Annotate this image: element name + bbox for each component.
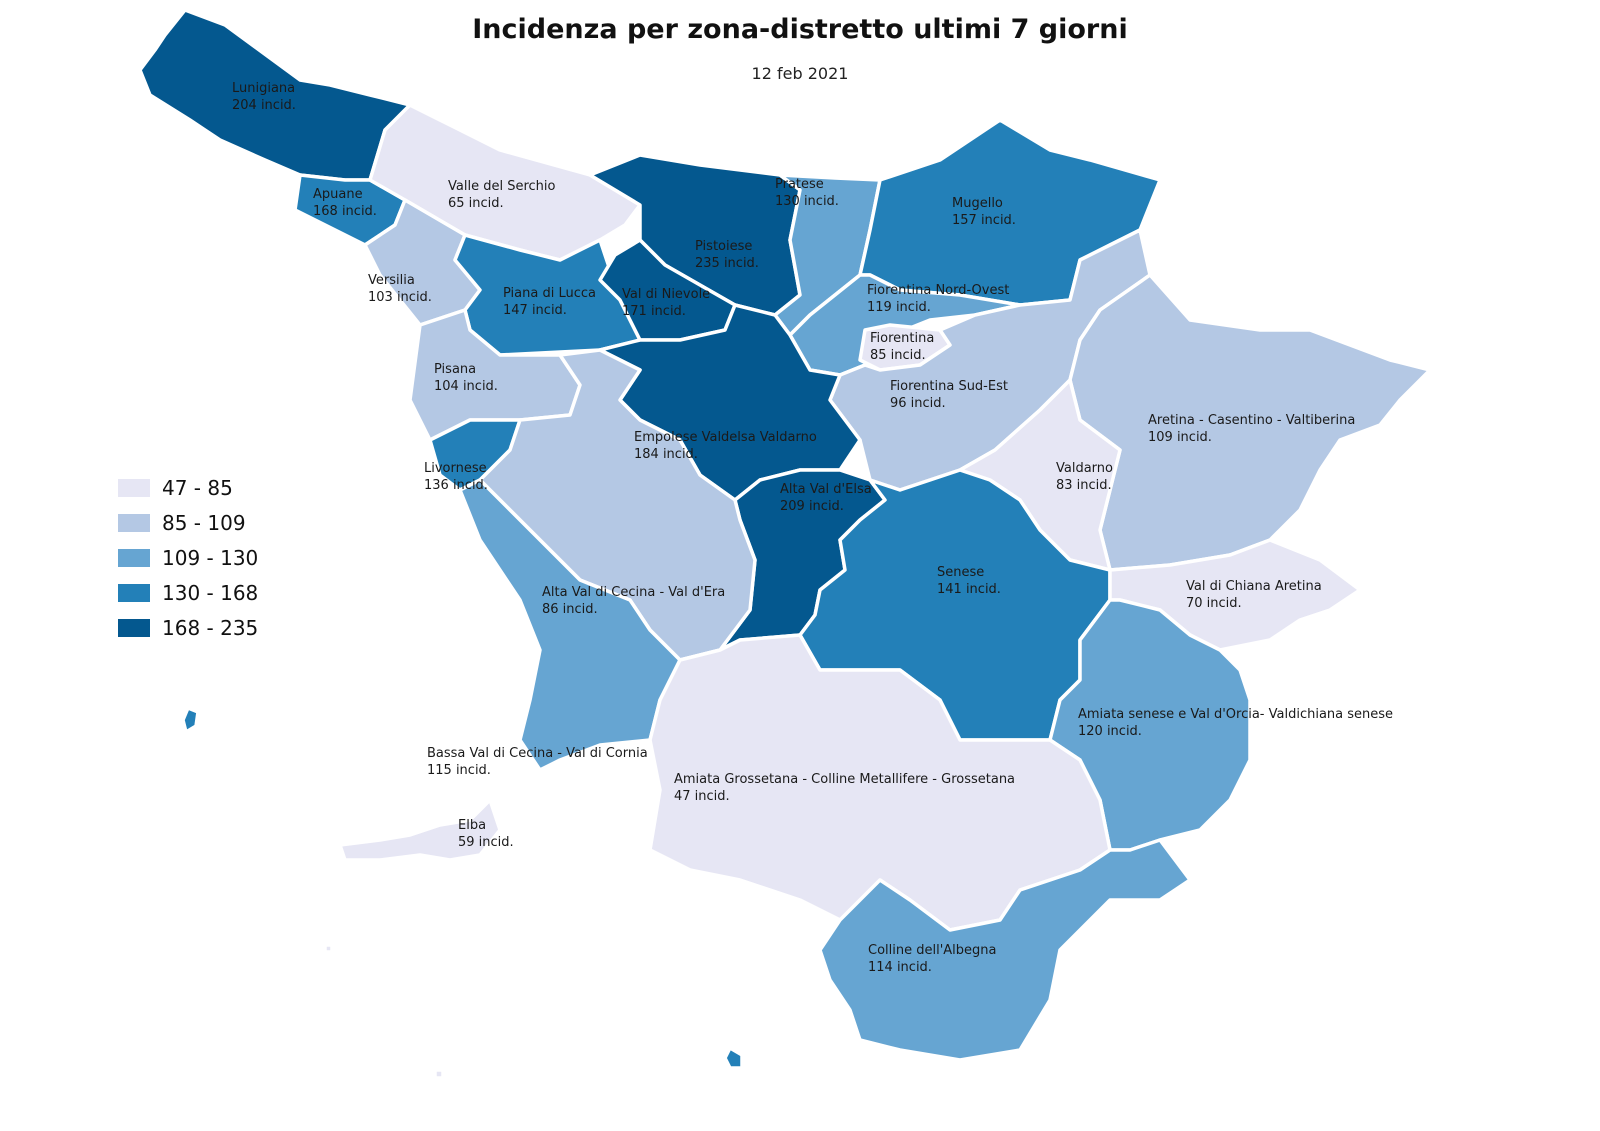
zone-label: Fiorentina 85 incid. — [870, 331, 934, 363]
legend-label: 130 - 168 — [162, 580, 259, 605]
zone-label: Fiorentina Sud-Est 96 incid. — [890, 379, 1008, 411]
legend-swatch — [118, 478, 150, 497]
legend-item: 109 - 130 — [118, 540, 258, 575]
zone-label: Amiata senese e Val d'Orcia- Valdichiana… — [1078, 707, 1393, 739]
zone-label: Versilia 103 incid. — [368, 273, 432, 305]
legend-label: 168 - 235 — [162, 615, 259, 640]
zone-label: Pisana 104 incid. — [434, 362, 498, 394]
zone-label: Pistoiese 235 incid. — [695, 239, 759, 271]
map-subtitle: 12 feb 2021 — [751, 64, 849, 83]
legend-item: 168 - 235 — [118, 610, 258, 645]
zone-label: Senese 141 incid. — [937, 565, 1001, 597]
zone-label: Elba 59 incid. — [458, 818, 514, 850]
zone-label: Mugello 157 incid. — [952, 196, 1016, 228]
island-pianosa-icon — [323, 943, 334, 954]
zone-label: Val di Nievole 171 incid. — [622, 287, 710, 319]
zone-label: Bassa Val di Cecina - Val di Cornia 115 i… — [427, 746, 648, 778]
zone-label: Valdarno 83 incid. — [1056, 461, 1113, 493]
legend-label: 109 - 130 — [162, 545, 259, 570]
island-giglio-icon — [723, 1046, 744, 1070]
legend-label: 47 - 85 — [162, 475, 233, 500]
zone-amiata-senese[interactable] — [1048, 598, 1252, 852]
island-montecristo-icon — [433, 1068, 445, 1080]
legend-label: 85 - 109 — [162, 510, 246, 535]
island-gorgona-icon — [181, 706, 200, 734]
legend-swatch — [118, 513, 150, 532]
zone-label: Piana di Lucca 147 incid. — [503, 286, 596, 318]
zone-label: Val di Chiana Aretina 70 incid. — [1186, 579, 1322, 611]
legend-swatch — [118, 618, 150, 637]
legend: 47 - 85 85 - 109 109 - 130 130 - 168 168… — [118, 470, 258, 645]
zone-label: Lunigiana 204 incid. — [232, 81, 296, 113]
zone-elba[interactable] — [338, 798, 502, 862]
zone-label: Amiata Grossetana - Colline Metallifere … — [674, 772, 1015, 804]
zone-label: Livornese 136 incid. — [424, 461, 488, 493]
legend-item: 130 - 168 — [118, 575, 258, 610]
map-title: Incidenza per zona-distretto ultimi 7 gi… — [472, 14, 1128, 45]
zone-label: Pratese 130 incid. — [775, 177, 839, 209]
zone-label: Aretina - Casentino - Valtiberina 109 inc… — [1148, 413, 1355, 445]
zone-labels: Lunigiana 204 incid. Apuane 168 incid. Val… — [232, 81, 1393, 975]
legend-item: 47 - 85 — [118, 470, 258, 505]
zone-label: Alta Val d'Elsa 209 incid. — [780, 482, 872, 514]
zone-label: Fiorentina Nord-Ovest 119 incid. — [867, 283, 1009, 315]
zone-label: Empolese Valdelsa Valdarno 184 incid. — [634, 430, 817, 462]
zone-colline-dell-albegna[interactable] — [818, 838, 1192, 1062]
zone-label: Colline dell'Albegna 114 incid. — [868, 943, 997, 975]
map-regions — [138, 8, 1432, 1080]
zone-label: Valle del Serchio 65 incid. — [448, 179, 556, 211]
legend-swatch — [118, 548, 150, 567]
legend-item: 85 - 109 — [118, 505, 258, 540]
zone-label: Apuane 168 incid. — [313, 187, 377, 219]
legend-swatch — [118, 583, 150, 602]
zone-label: Alta Val di Cecina - Val d'Era 86 incid. — [542, 585, 725, 617]
